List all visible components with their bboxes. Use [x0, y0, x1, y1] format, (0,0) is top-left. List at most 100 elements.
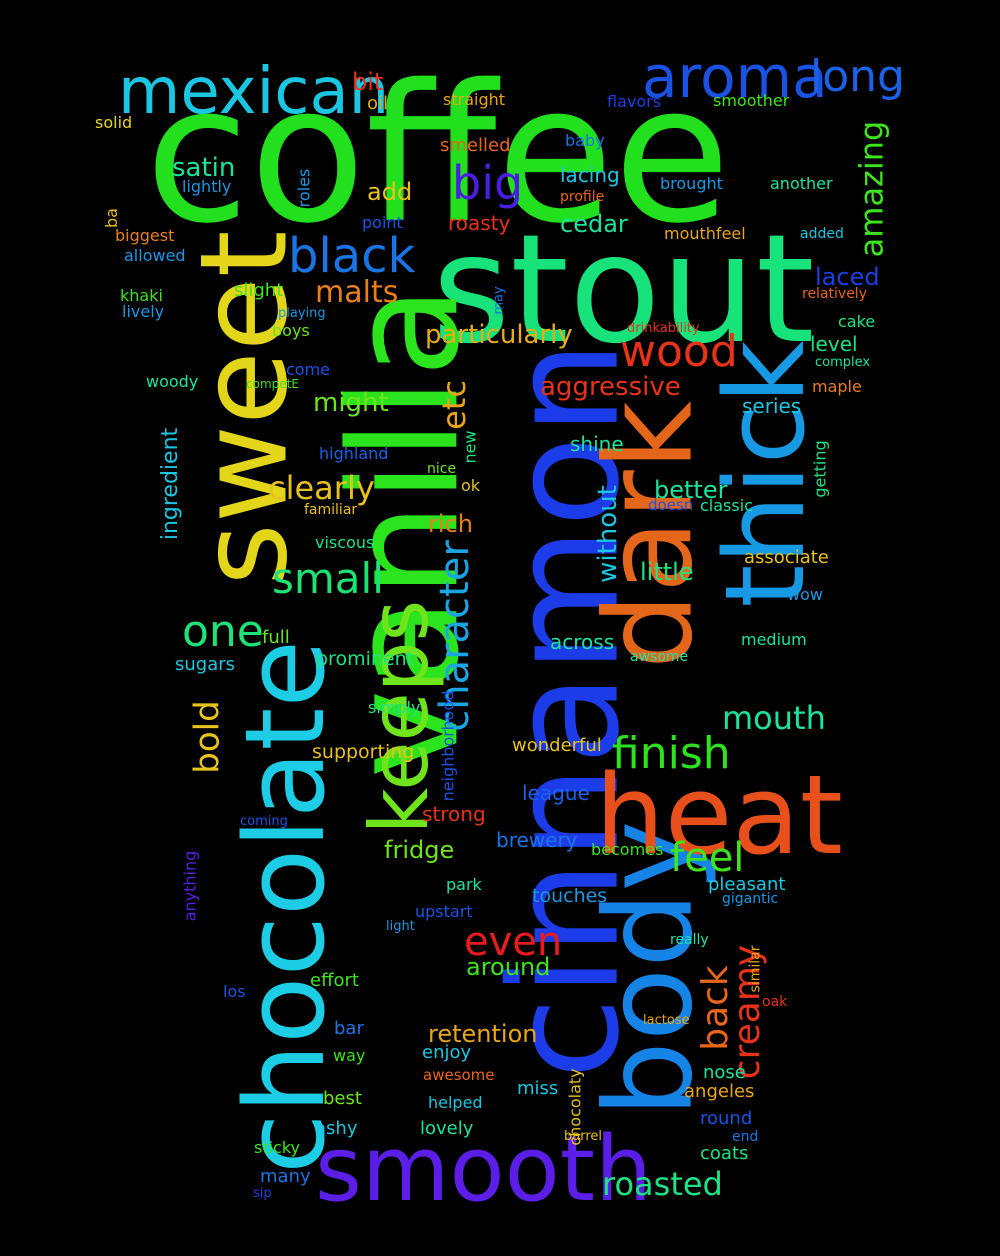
word-shine: shine [570, 432, 624, 456]
word-finish: finish [612, 728, 731, 779]
word-feel: feel [670, 835, 745, 881]
word-associate: associate [744, 547, 829, 568]
word-complex: complex [815, 355, 871, 370]
word-full: full [262, 627, 290, 648]
word-biggest: biggest [115, 226, 175, 245]
word-awsome: awsome [630, 649, 689, 665]
word-woody: woody [146, 372, 199, 391]
word-highland: highland [319, 444, 389, 463]
word-nose: nose [703, 1062, 746, 1083]
word-mexican: mexican [118, 55, 390, 129]
word-added: added [800, 226, 844, 242]
word-ashy: ashy [315, 1118, 358, 1139]
word-rich: rich [428, 510, 473, 538]
word-angeles: angeles [684, 1081, 755, 1102]
word-khaki: khaki [120, 286, 163, 305]
word-nice: nice [427, 461, 457, 477]
word-lactose: lactose [643, 1013, 690, 1028]
word-amazing: amazing [851, 120, 890, 257]
word-etc: etc [434, 380, 473, 430]
word-another: another [770, 174, 833, 193]
word-league: league [522, 781, 590, 805]
word-awesome: awesome [423, 1066, 495, 1084]
word-coats: coats [700, 1143, 749, 1164]
word-satin: satin [172, 153, 236, 183]
word-coffee: coffee [145, 44, 731, 265]
word-doesn: doesn [648, 496, 694, 514]
word-even: even [464, 919, 563, 965]
word-supporting: supporting [312, 741, 415, 763]
word-small: small [272, 554, 384, 603]
word-best: best [323, 1088, 362, 1109]
word-ingredient: ingredient [158, 427, 184, 541]
word-smooth: smooth [315, 1117, 653, 1222]
word-sticky: sticky [254, 1138, 301, 1157]
word-playing: playing [278, 306, 326, 321]
word-heat: heat [595, 751, 843, 879]
word-black: black [288, 228, 416, 284]
word-barrel: barrel [564, 1129, 603, 1144]
word-cedar: cedar [560, 210, 628, 238]
word-long: long [810, 51, 905, 102]
word-slight: slight [234, 280, 284, 301]
word-mouthfeel: mouthfeel [664, 224, 746, 243]
word-solid: solid [95, 113, 133, 132]
word-wow: wow [787, 585, 823, 604]
word-brought: brought [660, 174, 723, 193]
word-sugars: sugars [175, 654, 236, 675]
word-cake: cake [838, 312, 876, 331]
word-aggressive: aggressive [540, 372, 681, 402]
word-miss: miss [517, 1078, 559, 1099]
word-neighborhood: neighborhood [437, 690, 457, 801]
word-back: back [694, 965, 736, 1051]
word-drinkability: drinkability [627, 321, 700, 336]
word-ok: ok [461, 476, 481, 495]
word-may: may [491, 285, 507, 315]
word-flavors: flavors [607, 92, 662, 111]
word-lightly: lightly [182, 177, 232, 196]
word-boys: boys [272, 321, 310, 340]
word-lacing: lacing [560, 163, 620, 187]
word-laced: laced [815, 263, 880, 291]
word-lively: lively [122, 302, 165, 321]
word-maple: maple [812, 377, 862, 396]
word-across: across [550, 630, 615, 654]
word-aroma: aroma [642, 43, 828, 111]
word-prominent: prominent [316, 648, 415, 670]
word-allowed: allowed [124, 246, 186, 265]
word-anything: anything [179, 850, 199, 921]
word-brewery: brewery [496, 828, 578, 852]
word-retention: retention [428, 1020, 538, 1048]
word-clearly: clearly [268, 469, 375, 507]
word-new: new [460, 429, 480, 464]
word-might: might [313, 388, 389, 418]
word-roasted: roasted [602, 1165, 723, 1203]
word-light: light [386, 919, 415, 934]
word-helped: helped [428, 1093, 483, 1112]
word-touches: touches [532, 885, 608, 907]
word-point: point [362, 213, 403, 232]
word-stout: stout [432, 203, 815, 377]
word-level: level [810, 332, 858, 356]
word-add: add [367, 178, 413, 206]
word-bar: bar [334, 1018, 364, 1039]
word-big: big [452, 156, 524, 210]
word-enjoy: enjoy [422, 1042, 472, 1063]
word-relatively: relatively [802, 286, 867, 302]
word-malts: malts [315, 275, 399, 310]
word-oil: oil [367, 93, 389, 114]
word-better: better [654, 476, 728, 504]
word-straight: straight [443, 90, 506, 109]
word-roasty: roasty [448, 211, 511, 235]
word-oak: oak [762, 994, 788, 1010]
word-smelled: smelled [440, 135, 511, 156]
word-ba: ba [101, 208, 121, 228]
word-baby: baby [565, 131, 605, 150]
word-effort: effort [310, 970, 359, 991]
word-becomes: becomes [591, 840, 664, 859]
word-bold: bold [187, 699, 228, 774]
word-profile: profile [560, 189, 605, 205]
word-strong: strong [422, 802, 486, 826]
word-coming: coming [240, 814, 288, 829]
word-round: round [700, 1108, 753, 1129]
